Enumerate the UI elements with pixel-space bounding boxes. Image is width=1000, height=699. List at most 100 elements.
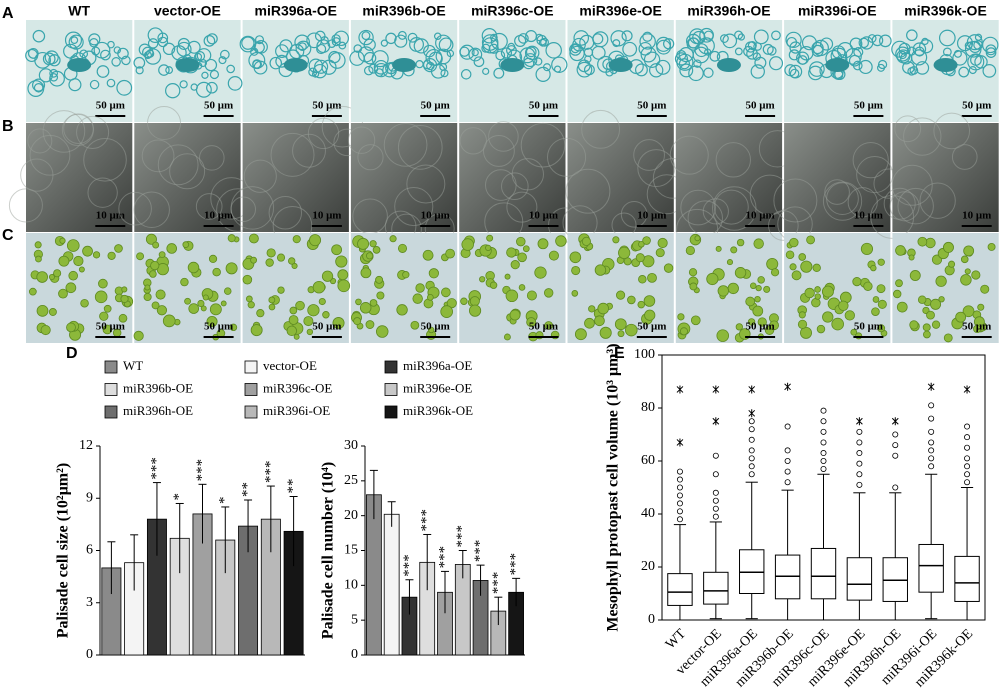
protoplast: [789, 263, 797, 271]
y-tick-label: 12: [79, 438, 93, 453]
protoplast: [292, 235, 301, 244]
cell: [622, 41, 638, 57]
protoplast: [133, 330, 144, 341]
cell: [48, 54, 61, 67]
outlier: [892, 452, 899, 459]
panel-letter: C: [2, 227, 14, 244]
cell: [789, 41, 802, 54]
protoplast: [643, 295, 656, 307]
protoplast: [229, 323, 238, 332]
cell: [500, 47, 513, 59]
cell: [896, 49, 911, 64]
protoplast: [225, 262, 238, 275]
protoplast: [295, 300, 305, 311]
outlier: [964, 434, 971, 441]
outlier: [784, 468, 791, 475]
protoplast: [180, 277, 189, 287]
cell: [363, 65, 374, 76]
protoplast: [526, 290, 537, 301]
significance: ***: [454, 525, 470, 548]
protoplast: [355, 298, 362, 306]
extreme: [712, 417, 720, 426]
cell: [583, 47, 594, 58]
outlier: [748, 463, 755, 470]
cell: [199, 145, 225, 171]
extreme: [676, 385, 684, 394]
protoplast: [930, 298, 942, 310]
protoplast: [785, 250, 795, 260]
cell: [493, 67, 505, 79]
protoplast: [286, 325, 297, 337]
vein: [175, 58, 200, 72]
protoplast: [745, 296, 756, 307]
protoplast: [757, 276, 765, 284]
scale-label: 10 μm: [854, 210, 883, 222]
cell: [121, 55, 131, 66]
cell: [768, 56, 784, 71]
protoplast: [360, 267, 372, 279]
cell: [165, 83, 181, 99]
cell: [490, 32, 508, 50]
protoplast: [612, 236, 620, 244]
cell: [752, 52, 761, 61]
cell: [643, 51, 661, 68]
protoplast: [485, 244, 492, 252]
outlier: [964, 423, 971, 430]
cell: [428, 51, 443, 66]
protoplast: [410, 320, 420, 330]
protoplast: [293, 333, 300, 340]
protoplast: [895, 279, 903, 288]
protoplast: [955, 311, 967, 323]
cell: [8, 188, 43, 223]
significance: ***: [419, 509, 435, 532]
legend-swatch: [244, 383, 258, 396]
cell: [195, 193, 223, 220]
cell: [649, 63, 664, 78]
legend-swatch: [104, 383, 118, 396]
outlier: [964, 455, 971, 462]
protoplast: [247, 301, 255, 309]
cell: [968, 66, 977, 75]
column-header: WT: [68, 3, 90, 19]
cell: [298, 42, 307, 52]
cell: [106, 78, 116, 88]
protoplast: [36, 271, 48, 283]
protoplast: [150, 260, 160, 271]
protoplast: [422, 249, 434, 261]
legend-label: vector-OE: [263, 358, 317, 373]
outlier: [676, 492, 683, 499]
cell: [316, 43, 327, 55]
protoplast: [144, 284, 151, 291]
protoplast: [618, 246, 631, 259]
y-axis-label: Palisade cell size (10²μm²): [55, 463, 72, 639]
protoplast: [518, 284, 526, 291]
cell: [407, 32, 418, 43]
y-tick-label: 25: [344, 473, 358, 488]
protoplast: [594, 264, 607, 276]
extreme: [784, 382, 791, 391]
protoplast: [663, 263, 674, 273]
scale-label: 50 μm: [962, 321, 991, 333]
box: [846, 557, 873, 601]
cell: [982, 64, 997, 78]
x-tick-label: WT: [663, 626, 689, 652]
protoplast: [266, 248, 276, 258]
cell: [481, 43, 491, 53]
significance: *: [217, 496, 233, 504]
protoplast: [505, 289, 519, 303]
significance: ***: [472, 540, 488, 563]
protoplast: [506, 247, 517, 258]
outlier: [928, 447, 935, 454]
protoplast: [637, 300, 646, 309]
cell: [394, 34, 408, 48]
cell: [27, 48, 39, 59]
protoplast: [359, 302, 372, 314]
y-tick-label: 15: [344, 543, 358, 558]
cell: [570, 43, 580, 54]
significance: ***: [194, 459, 210, 482]
cell: [397, 125, 443, 170]
cell: [639, 33, 656, 50]
protoplast: [337, 279, 351, 293]
protoplast: [468, 304, 482, 317]
protoplast: [588, 305, 596, 313]
